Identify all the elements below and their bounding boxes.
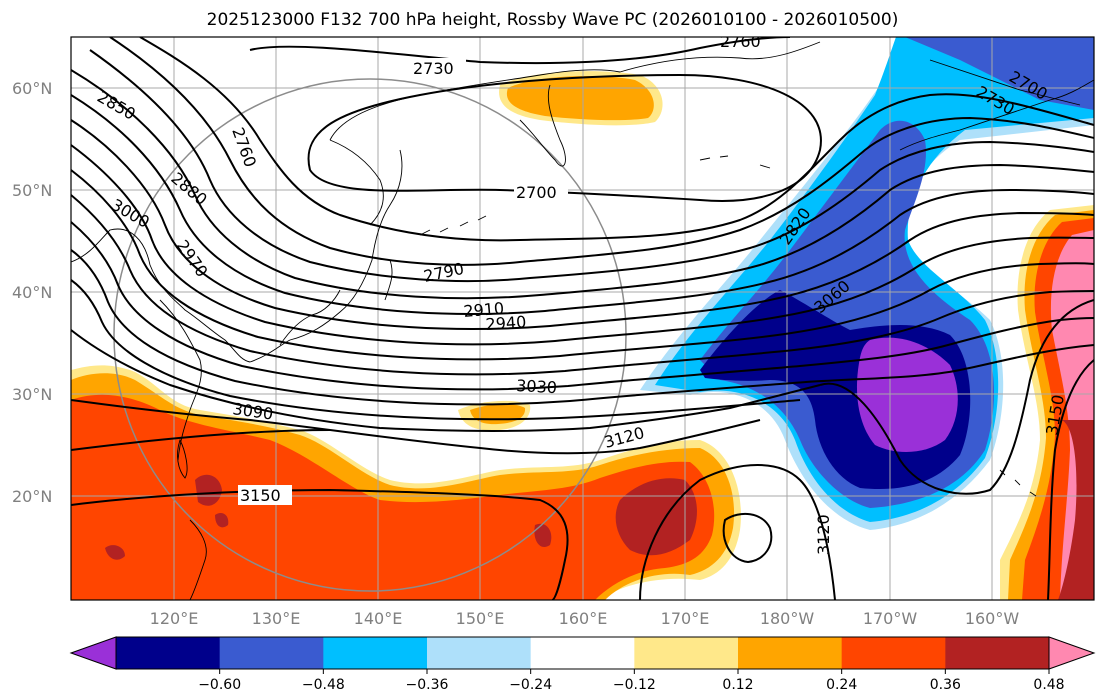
colorbar-extend-low	[69, 636, 117, 670]
contour-label: 2940	[485, 312, 527, 334]
lat-label: 40°N	[12, 283, 52, 302]
colorbar-segment	[116, 637, 221, 669]
colorbar-tick-label: −0.48	[302, 677, 345, 692]
lon-label: 160°W	[965, 609, 1020, 628]
contour-label: 2760	[720, 32, 761, 51]
longitude-labels: 120°E 130°E 140°E 150°E 160°E 170°E 180°…	[150, 609, 1020, 628]
lon-label: 120°E	[150, 609, 199, 628]
lat-label: 60°N	[12, 79, 52, 98]
coastlines	[71, 41, 1094, 600]
negative-anomaly-purple	[856, 337, 958, 452]
height-contours	[71, 37, 1094, 600]
contour-label: 2910	[463, 299, 505, 321]
contour-label: 2730	[413, 59, 454, 78]
colorbar: −0.60 −0.48 −0.36 −0.24 −0.12 0.12 0.24 0.36 0.4…	[69, 636, 1096, 692]
colorbar-tick-label: 0.48	[1033, 677, 1064, 692]
colorbar-tick-label: −0.36	[406, 677, 449, 692]
anomaly-shading	[71, 37, 1094, 600]
contour-label: 3120	[814, 514, 833, 555]
colorbar-segment	[634, 637, 739, 669]
lon-label: 180°W	[760, 609, 815, 628]
colorbar-segment	[323, 637, 428, 669]
lon-label: 150°E	[456, 609, 505, 628]
contour-label: 2700	[516, 183, 557, 202]
colorbar-tick-label: −0.12	[613, 677, 656, 692]
contour-label: 3030	[516, 376, 558, 397]
colorbar-tick-label: 0.12	[722, 677, 753, 692]
colorbar-segment	[841, 637, 946, 669]
colorbar-outline	[115, 636, 1050, 670]
positive-anomaly-darkred	[105, 474, 697, 560]
map-border	[70, 36, 1095, 601]
contour-label: 3150	[240, 486, 281, 505]
lon-label: 130°E	[252, 609, 301, 628]
positive-anomaly-red	[71, 394, 715, 600]
lon-label: 170°E	[661, 609, 710, 628]
colorbar-segment	[738, 637, 843, 669]
colorbar-segment	[427, 637, 532, 669]
colorbar-segment	[219, 637, 324, 669]
positive-anomaly-okhotsk-core	[506, 76, 654, 121]
positive-anomaly-east-darkred	[1058, 420, 1094, 600]
lon-label: 140°E	[354, 609, 403, 628]
map-title: 2025123000 F132 700 hPa height, Rossby W…	[206, 10, 899, 30]
colorbar-tick-label: −0.60	[198, 677, 241, 692]
lat-label: 20°N	[12, 487, 52, 506]
colorbar-tick-label: −0.24	[509, 677, 552, 692]
lat-label: 30°N	[12, 385, 52, 404]
lon-label: 160°E	[559, 609, 608, 628]
lon-label: 170°W	[863, 609, 918, 628]
colorbar-extend-high	[1048, 636, 1096, 670]
lat-label: 50°N	[12, 181, 52, 200]
colorbar-tick-label: 0.24	[826, 677, 857, 692]
latitude-labels: 60°N 50°N 40°N 30°N 20°N	[12, 79, 52, 506]
colorbar-segment	[530, 637, 635, 669]
colorbar-tick-label: 0.36	[930, 677, 961, 692]
colorbar-segment	[945, 637, 1050, 669]
